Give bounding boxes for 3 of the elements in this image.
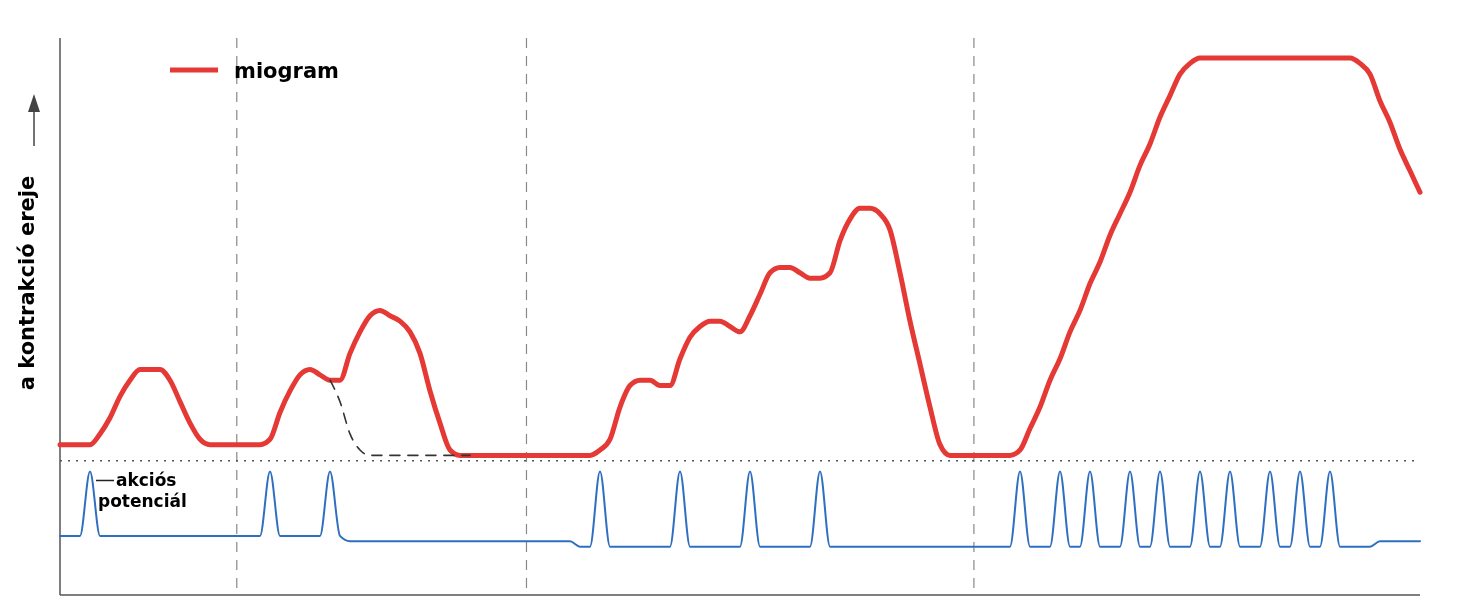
y-axis-title: a kontrakció ereje	[15, 175, 39, 391]
legend-label: miogram	[234, 59, 339, 83]
series-label: akciós potenciál	[98, 470, 187, 512]
